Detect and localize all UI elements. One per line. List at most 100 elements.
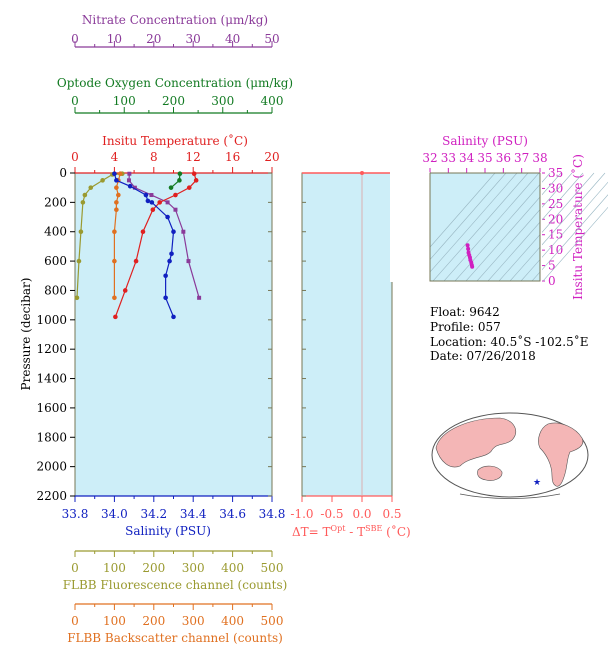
ts-salinity-tick-label: 35 bbox=[477, 151, 492, 165]
oxygen-tick-label: 0 bbox=[71, 94, 79, 108]
salinity-axis-title: Salinity (PSU) bbox=[125, 524, 211, 538]
fluorescence-tick-label: 500 bbox=[261, 561, 284, 575]
fluorescence-tick-label: 100 bbox=[103, 561, 126, 575]
temperature-point bbox=[193, 178, 199, 183]
nitrate-tick-label: 0 bbox=[71, 32, 79, 46]
nitrate-axis-title: Nitrate Concentration (μm/kg) bbox=[82, 13, 268, 27]
oxygen-axis-title: Optode Oxygen Concentration (μm/kg) bbox=[57, 76, 293, 90]
fluorescence-point bbox=[88, 185, 94, 190]
temperature-point bbox=[150, 207, 156, 213]
temperature-tick-label: 20 bbox=[264, 150, 279, 164]
fluorescence-tick-label: 300 bbox=[182, 561, 205, 575]
temperature-tick-label: 16 bbox=[225, 150, 240, 164]
nitrate-point bbox=[197, 295, 202, 300]
location: Location: 40.5˚S -102.5˚E bbox=[430, 334, 588, 349]
pressure-tick-label: 2200 bbox=[36, 489, 67, 503]
ts-point bbox=[466, 246, 471, 251]
backscatter-tick-label: 100 bbox=[103, 614, 126, 628]
ts-point bbox=[465, 243, 470, 248]
ts-density-contour bbox=[498, 172, 595, 282]
ts-density-contour bbox=[509, 172, 606, 282]
salinity-point bbox=[127, 183, 133, 189]
delta-t-tick-label: -0.5 bbox=[320, 507, 343, 521]
pressure-tick-label: 0 bbox=[59, 166, 67, 180]
ts-temperature-tick-label: 0 bbox=[548, 274, 556, 288]
temperature-tick-label: 0 bbox=[71, 150, 79, 164]
ts-density-contour bbox=[487, 172, 584, 282]
ts-temperature-tick-label: 15 bbox=[548, 228, 563, 242]
profile-number: Profile: 057 bbox=[430, 320, 501, 334]
backscatter-tick-label: 500 bbox=[261, 614, 284, 628]
temperature-tick-label: 8 bbox=[150, 150, 158, 164]
ts-salinity-tick-label: 38 bbox=[532, 151, 547, 165]
salinity-tick-label: 34.2 bbox=[140, 507, 167, 521]
salinity-point bbox=[163, 295, 168, 301]
salinity-point bbox=[171, 229, 176, 235]
salinity-point bbox=[165, 214, 170, 220]
delta-t-tick-label: -1.0 bbox=[290, 507, 313, 521]
ts-temperature-tick-label: 35 bbox=[548, 166, 563, 180]
backscatter-tick-label: 400 bbox=[221, 614, 244, 628]
salinity-point bbox=[114, 178, 119, 183]
fluorescence-point bbox=[82, 192, 88, 198]
backscatter-point bbox=[112, 295, 117, 301]
backscatter-point bbox=[114, 207, 119, 213]
nitrate-point bbox=[186, 259, 191, 264]
ts-plot-area bbox=[429, 172, 541, 282]
pressure-axis-title: Pressure (decibar) bbox=[19, 278, 33, 391]
temperature-tick-label: 4 bbox=[111, 150, 119, 164]
temperature-tick-label: 12 bbox=[186, 150, 201, 164]
world-map: ★ bbox=[431, 412, 589, 499]
map-antarctica bbox=[459, 493, 561, 499]
fluorescence-tick-label: 400 bbox=[221, 561, 244, 575]
nitrate-tick-label: 30 bbox=[186, 32, 201, 46]
nitrate-point bbox=[132, 185, 137, 190]
nitrate-point bbox=[181, 229, 186, 234]
nitrate-point bbox=[173, 207, 178, 212]
pressure-tick-label: 2000 bbox=[36, 460, 67, 474]
backscatter-tick-label: 0 bbox=[71, 614, 79, 628]
oxygen-tick-label: 200 bbox=[162, 94, 185, 108]
ts-density-contour bbox=[443, 172, 540, 282]
map-asia bbox=[435, 417, 516, 468]
salinity-point bbox=[167, 258, 172, 264]
pressure-tick-label: 400 bbox=[44, 225, 67, 239]
oxygen-tick-label: 300 bbox=[211, 94, 234, 108]
nitrate-tick-label: 50 bbox=[264, 32, 279, 46]
ts-temperature-title: Insitu Temperature (˚C) bbox=[570, 154, 585, 300]
nitrate-tick-label: 20 bbox=[146, 32, 161, 46]
main-plot-area bbox=[74, 172, 273, 497]
ts-temperature-tick-label: 5 bbox=[548, 259, 556, 273]
ts-salinity-tick-label: 34 bbox=[459, 151, 475, 165]
ts-salinity-tick-label: 32 bbox=[422, 151, 437, 165]
temperature-point bbox=[140, 229, 146, 235]
nitrate-point bbox=[126, 178, 131, 183]
salinity-tick-label: 34.4 bbox=[180, 507, 207, 521]
salinity-point bbox=[112, 171, 117, 177]
ts-left-mask bbox=[390, 172, 430, 282]
ts-salinity-tick-label: 36 bbox=[496, 151, 511, 165]
ts-salinity-title: Salinity (PSU) bbox=[442, 134, 528, 148]
oxygen-tick-label: 100 bbox=[113, 94, 136, 108]
fluorescence-point bbox=[80, 200, 86, 205]
pressure-tick-label: 600 bbox=[44, 254, 67, 268]
oxygen-point bbox=[168, 185, 174, 190]
temperature-point bbox=[157, 200, 163, 205]
pressure-tick-label: 1800 bbox=[36, 430, 67, 444]
salinity-point bbox=[163, 273, 168, 279]
ts-salinity-tick-label: 33 bbox=[441, 151, 456, 165]
ts-density-contour bbox=[531, 194, 608, 282]
temperature-point bbox=[133, 258, 139, 264]
delta-t-tick-label: 0.0 bbox=[352, 507, 371, 521]
ts-density-contour bbox=[454, 172, 551, 282]
date: Date: 07/26/2018 bbox=[430, 349, 536, 363]
temperature-point bbox=[191, 171, 197, 177]
nitrate-point bbox=[165, 200, 170, 205]
backscatter-axis-title: FLBB Backscatter channel (counts) bbox=[67, 631, 283, 645]
temperature-axis-title: Insitu Temperature (˚C) bbox=[102, 133, 248, 148]
backscatter-point bbox=[114, 185, 119, 190]
backscatter-point bbox=[112, 258, 117, 264]
nitrate-point bbox=[149, 193, 154, 198]
ts-density-contour bbox=[421, 172, 518, 282]
fluorescence-point bbox=[78, 229, 84, 235]
